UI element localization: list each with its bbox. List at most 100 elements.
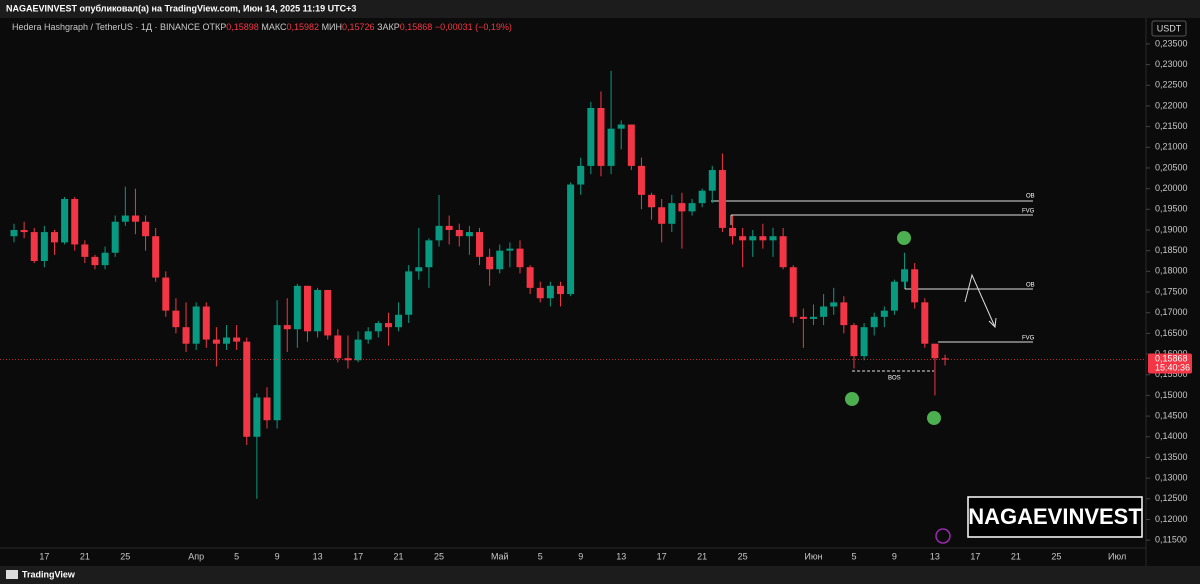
body: [688, 203, 696, 212]
body: [334, 335, 342, 359]
last-price-tag: [1148, 353, 1192, 374]
body: [61, 198, 69, 243]
legend-value: 0,15726: [342, 22, 375, 32]
y-tick-label: 0,13500: [1155, 452, 1188, 462]
body: [809, 316, 817, 319]
y-tick-label: 0,17000: [1155, 307, 1188, 317]
body: [172, 310, 180, 328]
x-tick-label: 21: [80, 551, 90, 561]
body: [749, 236, 757, 241]
body: [637, 165, 645, 195]
body: [718, 170, 726, 228]
x-tick-label: Июн: [804, 551, 822, 561]
body: [30, 232, 38, 262]
body: [941, 358, 949, 360]
body: [192, 306, 200, 344]
x-tick-label: 9: [892, 551, 897, 561]
body: [364, 331, 372, 340]
x-tick-label: 25: [738, 551, 748, 561]
body: [668, 203, 676, 224]
legend-line: Hedera Hashgraph / TetherUS · 1Д · BINAN…: [12, 22, 512, 32]
y-tick-label: 0,17500: [1155, 286, 1188, 296]
body: [71, 198, 79, 245]
body: [303, 285, 311, 332]
body: [81, 244, 89, 257]
body: [931, 343, 939, 359]
body: [789, 267, 797, 317]
body: [20, 229, 28, 233]
legend-value: 0,15868: [400, 22, 433, 32]
y-tick-label: 0,19500: [1155, 204, 1188, 214]
body: [384, 323, 392, 328]
legend-label: МАКС: [261, 22, 287, 32]
body: [283, 325, 291, 330]
price-axis: 0,11500 0,12000 0,12500 0,13000 0,13500 0,140…: [1146, 38, 1188, 545]
body: [182, 327, 190, 344]
body: [263, 397, 271, 421]
symbol: Hedera Hashgraph / TetherUS · 1Д · BINAN…: [12, 22, 200, 32]
body: [546, 285, 554, 299]
body: [111, 221, 119, 253]
body: [354, 339, 362, 361]
body: [435, 225, 443, 241]
y-tick-label: 0,18000: [1155, 266, 1188, 276]
event-icon[interactable]: [935, 528, 951, 544]
y-tick-label: 0,15500: [1155, 369, 1188, 379]
last-price: 0,15868: [1155, 353, 1188, 363]
body: [162, 277, 170, 311]
body: [759, 236, 767, 241]
currency-box: [1151, 20, 1187, 37]
body: [101, 252, 109, 266]
x-tick-label: 17: [353, 551, 363, 561]
x-tick-label: 25: [120, 551, 130, 561]
watermark-box: [967, 496, 1143, 538]
y-tick-label: 0,13000: [1155, 472, 1188, 482]
body: [212, 339, 220, 344]
body: [901, 269, 909, 282]
x-tick-label: 17: [657, 551, 667, 561]
body: [870, 316, 878, 328]
legend-value: 0,15982: [287, 22, 320, 32]
watermark: NAGAEVINVEST: [968, 504, 1142, 529]
legend-value: 0,15898: [226, 22, 259, 32]
x-tick-label: 21: [697, 551, 707, 561]
x-tick-label: 5: [234, 551, 239, 561]
body: [658, 207, 666, 224]
x-tick-label: Апр: [188, 551, 204, 561]
body: [273, 325, 281, 421]
body: [840, 302, 848, 326]
body: [820, 306, 828, 317]
annotation: FVG: [1022, 209, 1035, 215]
body: [405, 271, 413, 315]
body: [648, 194, 656, 208]
x-tick-label: 21: [394, 551, 404, 561]
body: [324, 289, 332, 336]
body: [374, 323, 382, 332]
body: [526, 267, 534, 288]
body: [860, 327, 868, 357]
body: [769, 236, 777, 241]
y-tick-label: 0,22500: [1155, 80, 1188, 90]
body: [911, 269, 919, 303]
body: [567, 184, 575, 295]
y-tick-label: 0,16000: [1155, 348, 1188, 358]
x-tick-label: 9: [275, 551, 280, 561]
y-tick-label: 0,19000: [1155, 224, 1188, 234]
y-tick-label: 0,14500: [1155, 410, 1188, 420]
legend-label: МИН: [322, 22, 342, 32]
y-tick-label: 0,16500: [1155, 328, 1188, 338]
y-tick-label: 0,12000: [1155, 514, 1188, 524]
body: [50, 232, 58, 243]
x-tick-label: 13: [616, 551, 626, 561]
body: [921, 302, 929, 344]
body: [202, 306, 210, 340]
publisher: NAGAEVINVEST опубликовал(а) на TradingVi…: [6, 3, 356, 13]
body: [617, 124, 625, 129]
body: [91, 256, 99, 266]
y-tick-label: 0,21500: [1155, 121, 1188, 131]
body: [890, 281, 898, 311]
y-tick-label: 0,18500: [1155, 245, 1188, 255]
